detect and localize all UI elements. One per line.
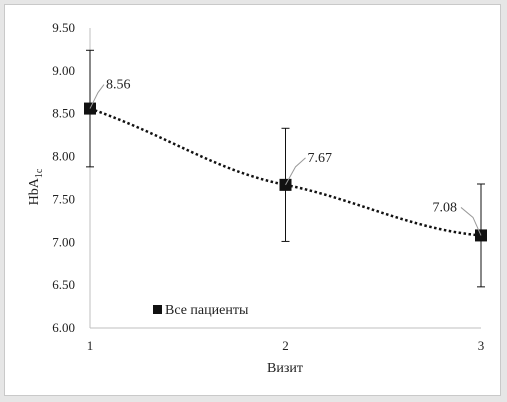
y-tick-labels: 6.00 6.50 7.00 7.50 8.00 8.50 9.00 9.50 <box>52 20 75 335</box>
y-axis-label: HbA1c <box>27 168 45 205</box>
y-tick-label: 6.50 <box>52 277 75 292</box>
legend-label: Все пациенты <box>165 303 249 318</box>
x-tick-label: 1 <box>87 338 94 353</box>
y-axis-label-sub: 1c <box>34 168 45 178</box>
chart-frame <box>4 4 501 396</box>
y-axis-label-main: HbA <box>27 177 42 205</box>
data-label-leader <box>285 157 306 186</box>
y-tick-label: 8.50 <box>52 106 75 121</box>
x-tick-label: 3 <box>478 338 485 353</box>
y-tick-label: 7.50 <box>52 191 75 206</box>
y-tick-label: 9.50 <box>52 20 75 35</box>
data-label: 8.56 <box>106 78 131 93</box>
legend: Все пациенты <box>153 303 249 318</box>
data-label: 7.67 <box>308 151 333 166</box>
data-label-leader <box>460 207 482 236</box>
x-axis-label: Визит <box>267 361 303 376</box>
x-tick-label: 2 <box>282 338 289 353</box>
y-tick-label: 8.00 <box>52 149 75 164</box>
y-tick-label: 9.00 <box>52 63 75 78</box>
plot-area: 8.56 7.67 7.08 <box>84 49 487 288</box>
y-tick-label: 6.00 <box>52 320 75 335</box>
data-label: 7.08 <box>433 200 458 215</box>
data-label-leader <box>89 84 105 109</box>
y-tick-label: 7.00 <box>52 234 75 249</box>
legend-marker <box>153 305 162 314</box>
svg-text:HbA1c: HbA1c <box>27 168 45 205</box>
x-tick-labels: 1 2 3 <box>87 338 485 353</box>
